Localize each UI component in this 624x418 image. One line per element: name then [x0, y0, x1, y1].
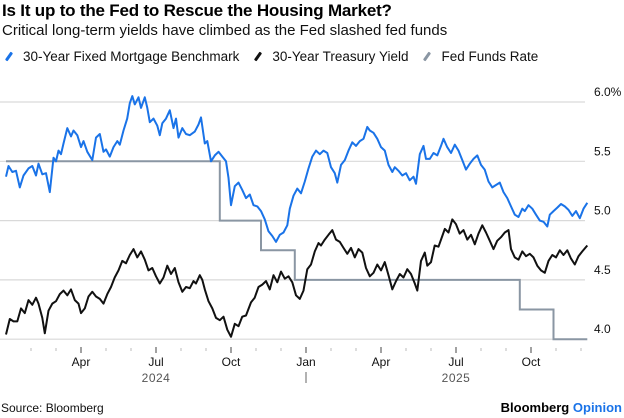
legend-item-treasury: 30-Year Treasury Yield	[251, 49, 408, 64]
x-tick-label: Jan	[296, 355, 315, 369]
x-axis: Apr Jul Oct Jan Apr Jul Oct 2024 2025	[30, 347, 582, 385]
fed-funds-rate-line	[6, 160, 588, 341]
legend-item-fed-funds: Fed Funds Rate	[420, 49, 538, 64]
legend-swatch-treasury-icon	[254, 51, 263, 62]
x-tick-label: Oct	[222, 355, 241, 369]
legend-swatch-fed-funds-icon	[423, 51, 432, 62]
x-tick-label: Jul	[148, 355, 163, 369]
bloomberg-opinion-logo: Bloomberg Opinion	[501, 400, 622, 415]
gridlines	[0, 101, 585, 340]
treasury-yield-line	[5, 218, 589, 338]
brand-accent: Opinion	[572, 400, 622, 415]
y-tick-label: 5.0	[594, 204, 611, 218]
brand-main: Bloomberg	[500, 400, 570, 415]
x-tick-label: Apr	[372, 355, 391, 369]
y-tick-label: 6.0%	[594, 85, 622, 99]
y-axis: 6.0% 5.5 5.0 4.5 4.0	[594, 85, 622, 336]
y-tick-label: 4.0	[594, 322, 611, 336]
legend-swatch-mortgage-icon	[4, 51, 14, 62]
chart-subtitle: Critical long-term yields have climbed a…	[2, 22, 448, 39]
source-note: Source: Bloomberg	[1, 401, 104, 415]
chart-title: Is It up to the Fed to Rescue the Housin…	[2, 1, 392, 20]
x-tick-label: Oct	[522, 355, 541, 369]
y-tick-label: 4.5	[594, 263, 611, 277]
year-label: 2024	[142, 371, 171, 385]
yield-series	[5, 95, 589, 338]
x-tick-label: Jul	[448, 355, 463, 369]
x-tick-label: Apr	[72, 355, 91, 369]
legend-label-mortgage: 30-Year Fixed Mortgage Benchmark	[23, 49, 240, 64]
year-label: 2025	[442, 371, 471, 385]
mortgage-benchmark-line	[5, 95, 589, 243]
legend-label-fed-funds: Fed Funds Rate	[441, 49, 539, 64]
legend: 30-Year Fixed Mortgage Benchmark 30-Year…	[2, 49, 550, 64]
legend-item-mortgage: 30-Year Fixed Mortgage Benchmark	[2, 49, 239, 64]
legend-label-treasury: 30-Year Treasury Yield	[272, 49, 409, 64]
line-chart: 6.0% 5.5 5.0 4.5 4.0 Apr Jul Oct Jan Apr Jul Oct 20…	[0, 85, 622, 385]
fed-funds-series	[6, 160, 588, 341]
y-tick-label: 5.5	[594, 144, 611, 158]
